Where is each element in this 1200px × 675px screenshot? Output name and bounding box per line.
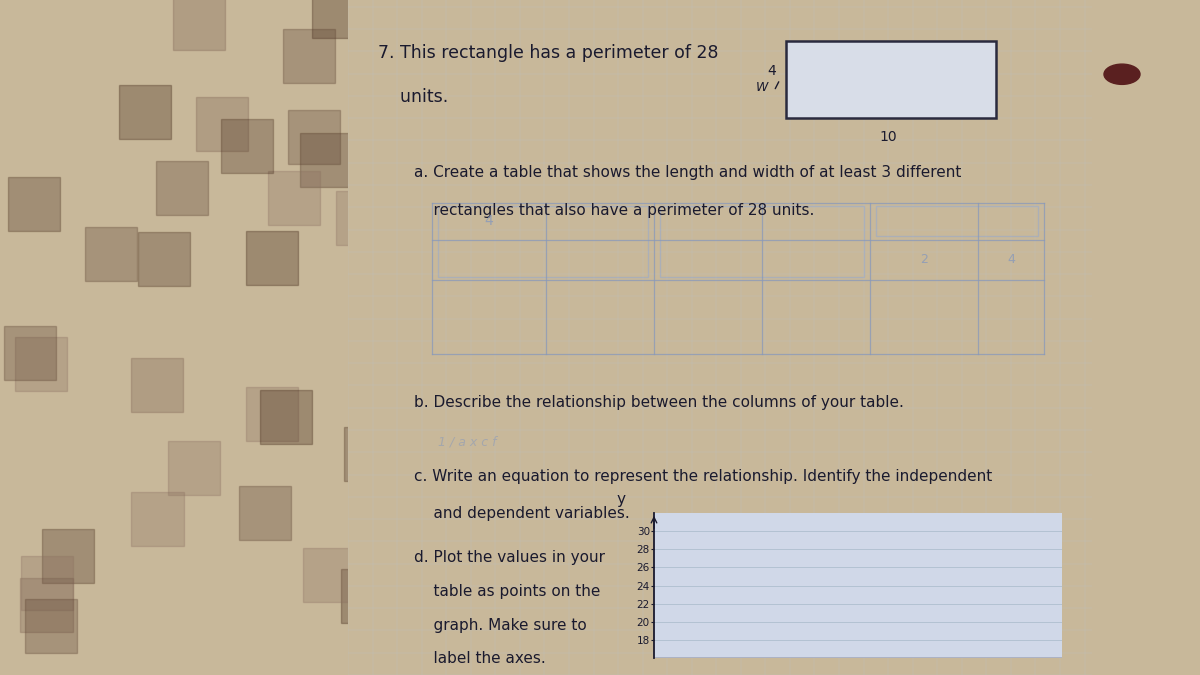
Text: d. Plot the values in your: d. Plot the values in your — [414, 550, 605, 565]
Text: graph. Make sure to: graph. Make sure to — [414, 618, 587, 632]
Text: 4: 4 — [1007, 253, 1015, 267]
Bar — [48, 472, 100, 526]
Bar — [70, 200, 122, 254]
Text: 4: 4 — [768, 64, 776, 78]
Bar — [16, 496, 67, 550]
Text: b. Describe the relationship between the columns of your table.: b. Describe the relationship between the… — [414, 395, 904, 410]
Bar — [146, 275, 198, 329]
Bar — [155, 140, 208, 194]
Bar — [438, 206, 648, 277]
Text: 10: 10 — [880, 130, 896, 144]
Bar — [85, 406, 138, 460]
Text: 4: 4 — [485, 214, 493, 228]
Bar — [786, 40, 996, 118]
Text: W: W — [756, 81, 768, 95]
Bar — [114, 421, 167, 475]
Bar — [30, 540, 82, 594]
Bar — [182, 323, 234, 377]
Bar — [344, 0, 397, 34]
Bar — [199, 356, 251, 410]
Bar — [172, 205, 224, 259]
Text: a. Create a table that shows the length and width of at least 3 different: a. Create a table that shows the length … — [414, 165, 961, 180]
Bar — [226, 0, 278, 49]
Bar — [181, 381, 233, 435]
Bar — [164, 265, 216, 319]
Bar — [113, 233, 164, 287]
Circle shape — [1104, 64, 1140, 84]
Text: rectangles that also have a perimeter of 28 units.: rectangles that also have a perimeter of… — [414, 202, 815, 217]
Text: 2: 2 — [920, 253, 928, 267]
Bar — [290, 145, 343, 199]
Text: table as points on the: table as points on the — [414, 584, 600, 599]
Text: c. Write an equation to represent the relationship. Identify the independent: c. Write an equation to represent the re… — [414, 469, 992, 484]
Bar — [280, 373, 331, 427]
Bar — [157, 437, 210, 491]
Text: 1 / a x c f: 1 / a x c f — [438, 435, 497, 448]
Bar — [16, 192, 68, 246]
Bar — [164, 495, 217, 549]
Bar — [74, 46, 126, 100]
Bar — [58, 20, 110, 74]
Text: label the axes.: label the axes. — [414, 651, 546, 666]
Bar — [876, 206, 1038, 236]
Bar — [337, 523, 389, 577]
Bar — [187, 99, 239, 153]
Bar — [305, 270, 356, 324]
Text: 7. This rectangle has a perimeter of 28: 7. This rectangle has a perimeter of 28 — [378, 44, 719, 62]
Text: and dependent variables.: and dependent variables. — [414, 506, 630, 521]
Bar — [660, 206, 864, 277]
Text: units.: units. — [378, 88, 449, 106]
Bar — [230, 348, 283, 402]
Bar — [271, 289, 323, 343]
Bar — [282, 36, 335, 90]
Text: y: y — [617, 492, 626, 507]
Bar — [239, 27, 292, 81]
